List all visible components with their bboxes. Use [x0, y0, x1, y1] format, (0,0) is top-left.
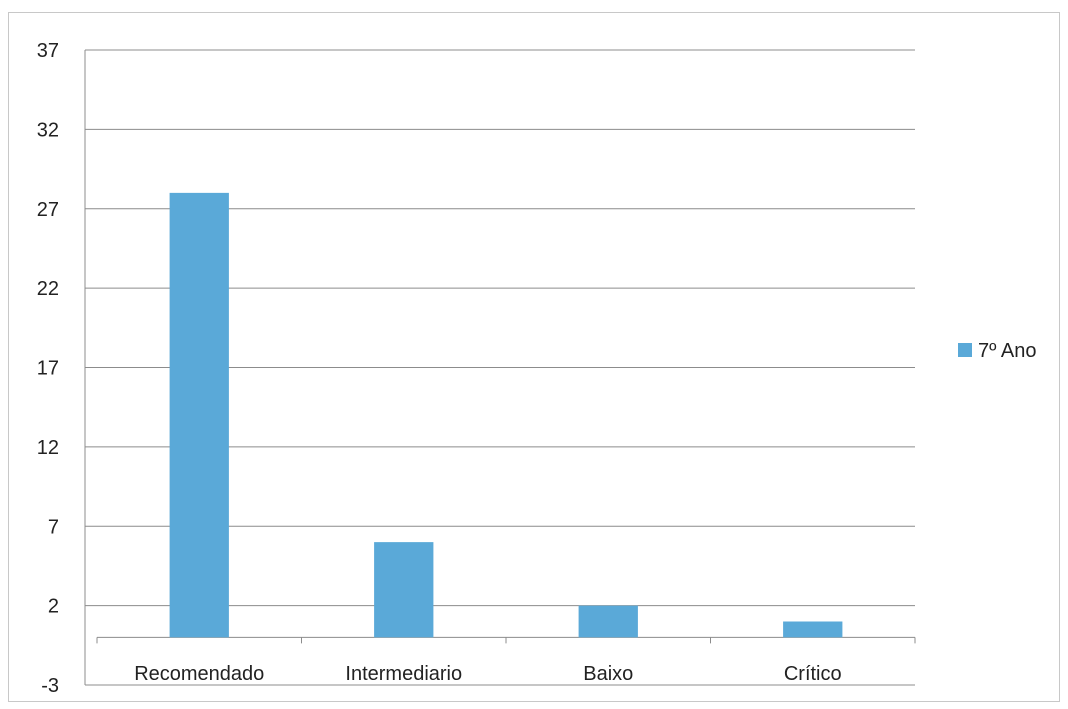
bar-baixo[interactable]	[578, 605, 638, 638]
bar-critico[interactable]	[783, 621, 843, 638]
y-tick-label: 7	[48, 516, 59, 538]
legend-swatch	[958, 343, 972, 357]
category-label: Baixo	[583, 663, 633, 685]
y-tick-label: 37	[37, 40, 59, 62]
category-label: Crítico	[784, 663, 842, 685]
y-tick-label: 22	[37, 278, 59, 300]
y-tick-label: 27	[37, 199, 59, 221]
y-tick-label: 32	[37, 119, 59, 141]
bar-intermediario[interactable]	[374, 542, 434, 638]
y-tick-label: -3	[41, 675, 59, 697]
y-tick-label: 12	[37, 437, 59, 459]
category-label: Recomendado	[134, 663, 264, 685]
y-tick-label: 17	[37, 358, 59, 380]
legend-label: 7º Ano	[978, 340, 1036, 362]
y-tick-label: 2	[48, 596, 59, 618]
category-label: Intermediario	[345, 663, 462, 685]
bar-recomendado[interactable]	[169, 192, 229, 638]
